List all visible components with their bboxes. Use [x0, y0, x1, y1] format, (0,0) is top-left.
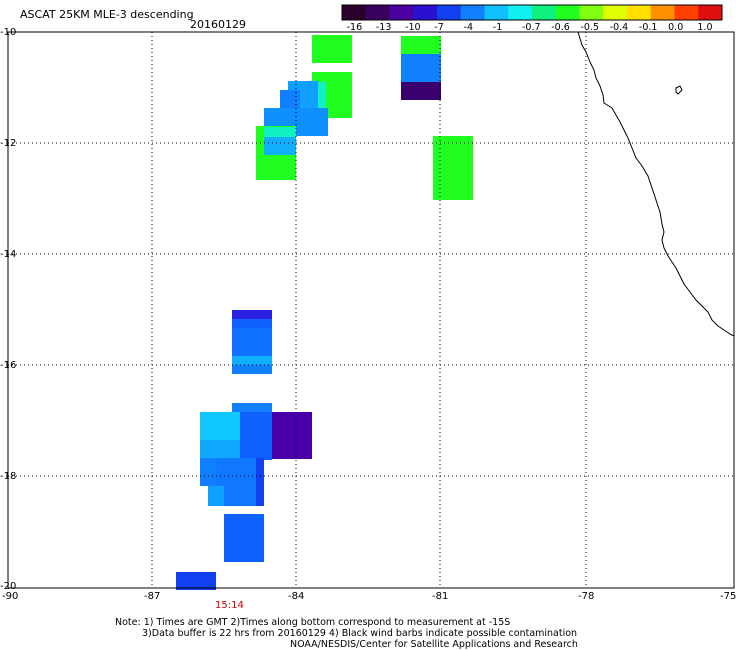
note-line-1: Note: 1) Times are GMT 2)Times along bot…	[115, 617, 511, 628]
swath-cell	[401, 36, 441, 54]
colorbar-swatch	[508, 5, 533, 20]
lon-label: -90	[2, 591, 19, 602]
colorbar-tick-label: -7	[434, 22, 444, 33]
colorbar-tick-label: -16	[346, 22, 363, 33]
colorbar-swatch	[579, 5, 604, 20]
map-date: 20160129	[190, 18, 246, 31]
colorbar-frame	[341, 4, 723, 21]
colorbar-swatch	[650, 5, 675, 20]
colorbar-tick-label: -0.7	[522, 22, 541, 33]
swath-cell	[312, 35, 352, 63]
colorbar-tick-label: -1	[492, 22, 503, 33]
colorbar-tick-label: -0.6	[551, 22, 570, 33]
colorbar-swatch	[698, 5, 723, 20]
swath-cell	[272, 412, 312, 459]
lon-label: -84	[288, 591, 305, 602]
lon-label: -81	[432, 591, 449, 602]
swath-cell	[176, 572, 216, 590]
lon-label: -87	[144, 591, 161, 602]
swath-cell	[401, 82, 441, 100]
lon-label: -78	[578, 591, 595, 602]
colorbar-swatch	[342, 5, 367, 20]
colorbar-swatch	[365, 5, 390, 20]
data-swaths	[176, 35, 473, 590]
lat-label: -20	[0, 581, 17, 592]
swath-cell	[264, 127, 296, 137]
colorbar-tick-label: -0.5	[580, 22, 599, 33]
colorbar-swatch	[555, 5, 580, 20]
lat-lon-grid	[8, 32, 734, 588]
lat-label: -18	[0, 471, 17, 482]
lat-label: -14	[0, 249, 17, 260]
coastline	[577, 31, 735, 337]
colorbar	[341, 4, 723, 21]
swath-cell	[232, 319, 272, 328]
plot-frame	[7, 31, 735, 589]
colorbar-tick-label: -0.4	[609, 22, 629, 33]
map-title: ASCAT 25KM MLE-3 descending	[20, 8, 194, 21]
swath-cell	[224, 514, 264, 562]
colorbar-tick-label: -13	[375, 22, 392, 33]
lat-label: -16	[0, 360, 17, 371]
swath-cell	[240, 412, 272, 460]
swath-cell	[232, 403, 272, 413]
colorbar-swatch	[603, 5, 628, 20]
colorbar-swatch	[437, 5, 462, 20]
swath-cell	[256, 458, 264, 506]
colorbar-swatch	[484, 5, 509, 20]
swath-cell	[232, 328, 272, 356]
note-line-2: 3)Data buffer is 22 hrs from 20160129 4)…	[142, 628, 578, 639]
swath-cell	[401, 54, 441, 82]
swath-cell	[433, 136, 473, 200]
swath-cell	[208, 486, 224, 506]
colorbar-tick-label: -10	[405, 22, 421, 33]
swath-cell	[232, 365, 272, 374]
colorbar-swatch	[627, 5, 652, 20]
lat-label: -12	[0, 138, 17, 149]
colorbar-tick-label: -4	[463, 22, 474, 33]
colorbar-tick-label: 0.0	[668, 22, 684, 33]
colorbar-swatch	[460, 5, 485, 20]
island	[675, 85, 683, 95]
swath-cell	[232, 310, 272, 319]
colorbar-swatch	[674, 5, 699, 20]
colorbar-swatch	[532, 5, 557, 20]
colorbar-tick-label: -0.1	[638, 22, 658, 33]
swath-cell	[264, 137, 296, 155]
lat-label: -10	[0, 27, 17, 38]
colorbar-swatch	[413, 5, 438, 20]
colorbar-swatch	[389, 5, 414, 20]
swath-cell	[200, 412, 240, 440]
colorbar-tick-label: 1.0	[697, 22, 713, 33]
note-line-3: NOAA/NESDIS/Center for Satellite Applica…	[290, 639, 578, 650]
lon-label: -75	[720, 591, 737, 602]
time-label: 15:14	[215, 600, 244, 611]
swath-cell	[232, 356, 272, 365]
swath-cell	[200, 440, 240, 458]
